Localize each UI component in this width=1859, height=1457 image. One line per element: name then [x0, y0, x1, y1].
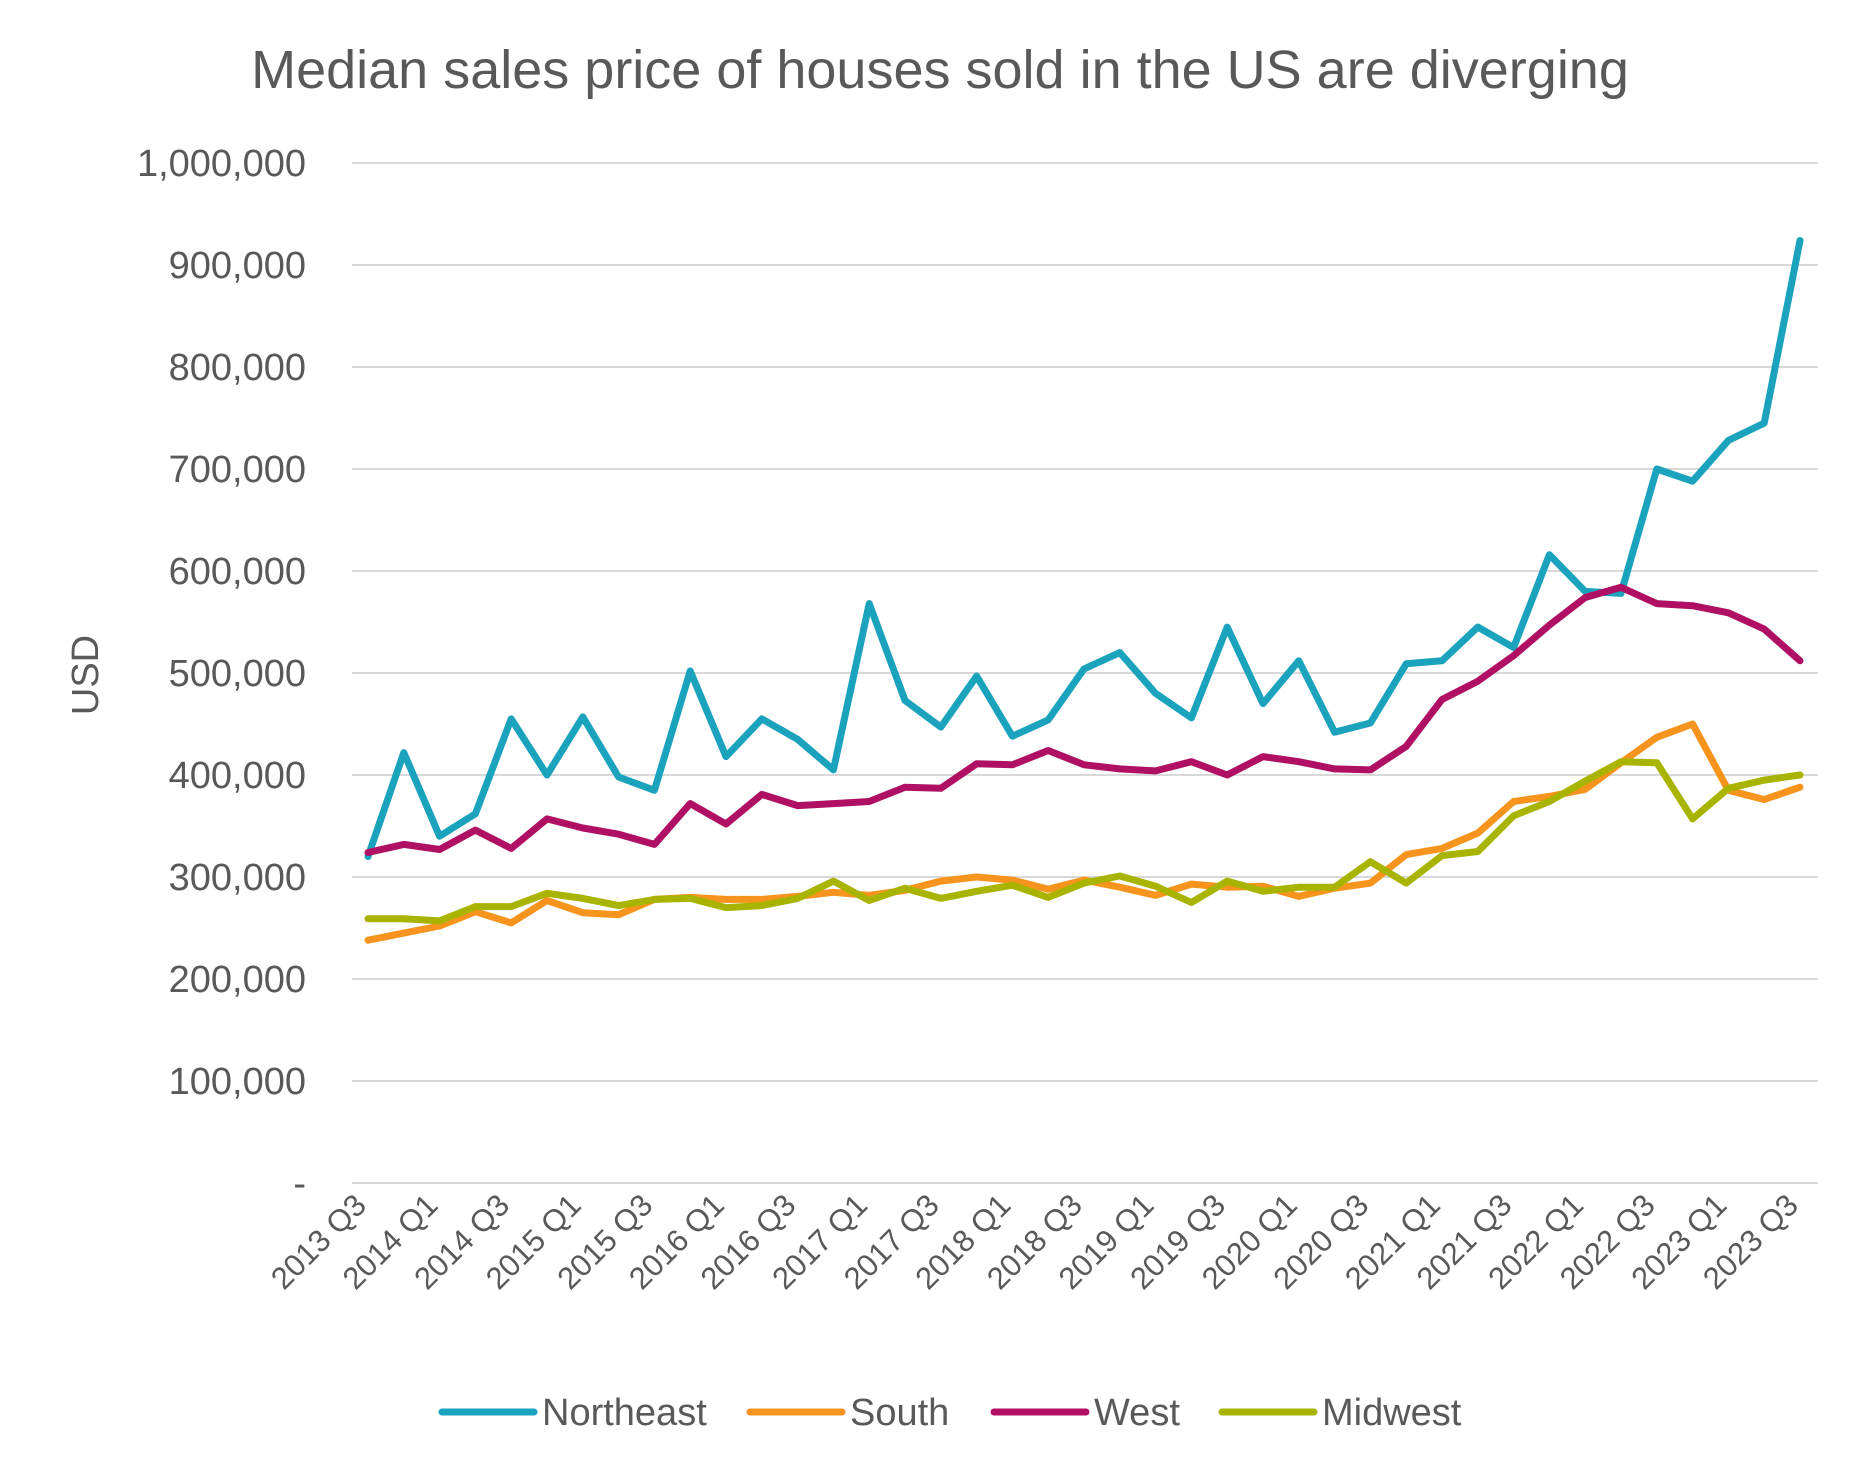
series-line-midwest [364, 758, 1804, 925]
legend-label-south: South [850, 1392, 949, 1434]
series-line-south [364, 720, 1804, 944]
y-tick-label: 700,000 [169, 449, 306, 491]
y-tick-label: 100,000 [169, 1061, 306, 1103]
series-line-west [364, 583, 1804, 856]
legend: Northeast South West Midwest [438, 1392, 1462, 1434]
y-tick-label: 800,000 [169, 347, 306, 389]
y-tick-label: 200,000 [169, 959, 306, 1001]
legend-label-west: West [1094, 1392, 1180, 1434]
y-tick-label: - [293, 1163, 306, 1205]
legend-label-midwest: Midwest [1322, 1392, 1462, 1434]
y-tick-label: 300,000 [169, 857, 306, 899]
chart-title: Median sales price of houses sold in the… [251, 40, 1629, 100]
y-tick-label: 600,000 [169, 551, 306, 593]
legend-label-northeast: Northeast [542, 1392, 707, 1434]
y-tick-label: 500,000 [169, 653, 306, 695]
y-axis-ticks: - 100,000 200,000 300,000 400,000 500,000 600,… [137, 143, 306, 1205]
y-tick-label: 1,000,000 [137, 143, 306, 185]
y-tick-label: 400,000 [169, 755, 306, 797]
y-tick-label: 900,000 [169, 245, 306, 287]
series-line-northeast [364, 237, 1804, 861]
y-axis-label: USD [65, 635, 107, 715]
series-lines [364, 237, 1804, 944]
